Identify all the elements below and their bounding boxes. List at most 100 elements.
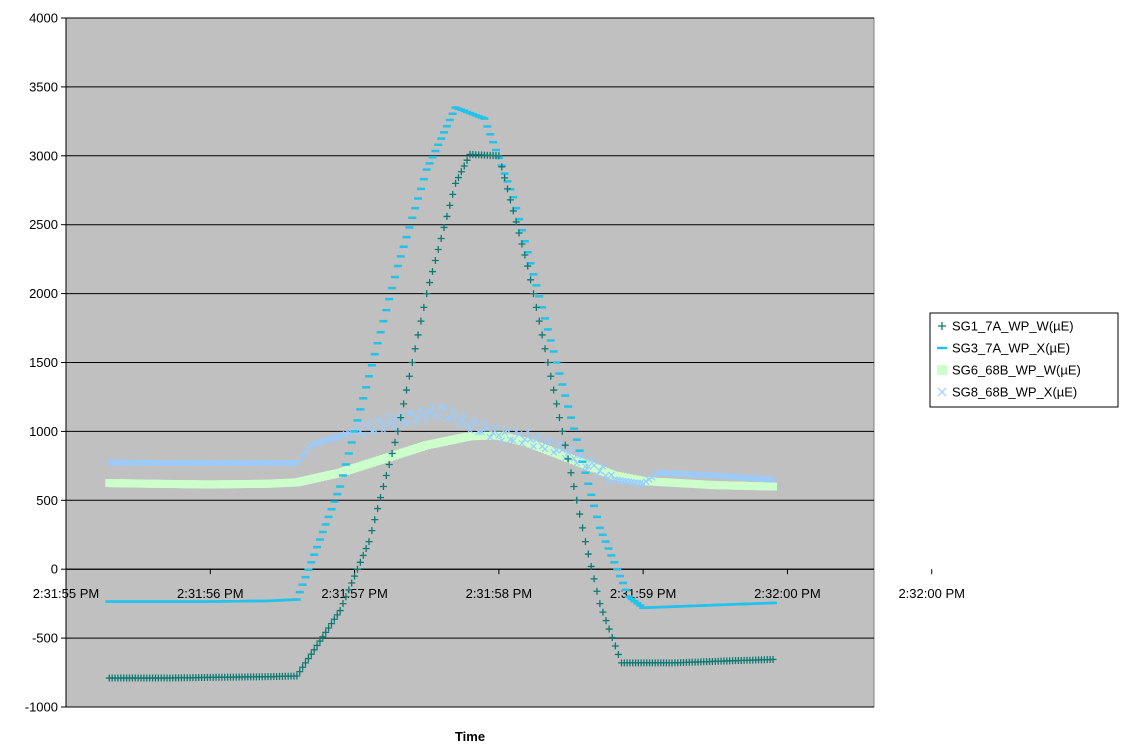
data-point xyxy=(481,420,488,428)
data-point xyxy=(659,469,667,477)
data-point xyxy=(310,646,318,654)
data-point xyxy=(720,472,728,480)
legend-label: SG6_68B_WP_W(µE) xyxy=(952,363,1081,378)
data-point xyxy=(466,426,474,434)
data-point xyxy=(446,201,454,209)
data-point xyxy=(570,483,578,491)
data-point xyxy=(339,600,347,608)
data-point xyxy=(238,459,246,467)
data-point xyxy=(198,459,206,467)
data-point xyxy=(760,475,768,483)
data-point xyxy=(555,414,563,422)
data-point xyxy=(134,459,142,467)
data-point xyxy=(359,551,367,559)
legend-item: SG6_68B_WP_W(µE) xyxy=(937,363,1081,378)
data-point xyxy=(564,455,572,463)
data-point xyxy=(114,459,122,466)
data-point xyxy=(365,538,373,546)
x-tick-label: 2:31:56 PM xyxy=(177,586,244,601)
data-point xyxy=(605,625,613,633)
data-point xyxy=(607,471,615,479)
data-point xyxy=(579,524,587,532)
data-point xyxy=(426,408,434,416)
data-point xyxy=(293,672,301,680)
y-tick-label: 4000 xyxy=(29,11,58,26)
data-point xyxy=(229,459,237,467)
legend-marker xyxy=(938,322,946,330)
data-point xyxy=(454,174,462,182)
data-point xyxy=(388,449,396,457)
data-point xyxy=(302,659,310,667)
data-point xyxy=(423,416,431,424)
data-point xyxy=(377,494,385,502)
data-point xyxy=(105,458,113,466)
data-point xyxy=(431,257,439,265)
y-tick-label: 500 xyxy=(36,493,58,508)
data-point xyxy=(140,459,148,467)
data-point xyxy=(668,470,676,477)
data-point xyxy=(348,579,356,587)
data-point xyxy=(518,240,526,248)
data-point xyxy=(556,439,563,447)
data-point xyxy=(561,441,569,449)
y-tick-label: 2500 xyxy=(29,217,58,232)
data-point xyxy=(584,550,592,558)
data-point xyxy=(178,459,185,467)
data-point xyxy=(322,628,330,636)
data-point xyxy=(281,459,289,467)
y-tick-label: 1500 xyxy=(29,355,58,370)
data-point xyxy=(657,469,664,477)
data-point xyxy=(149,459,156,467)
data-point xyxy=(746,474,754,482)
data-point xyxy=(414,414,422,422)
data-point xyxy=(371,516,379,524)
data-point xyxy=(498,437,506,444)
data-point xyxy=(489,429,497,437)
data-point xyxy=(515,229,523,237)
data-point xyxy=(524,428,532,436)
x-tick-label: 2:31:58 PM xyxy=(466,586,533,601)
data-point xyxy=(368,527,376,535)
data-point xyxy=(700,471,708,479)
data-point xyxy=(449,190,457,198)
data-point xyxy=(183,459,191,467)
legend: SG1_7A_WP_W(µE) SG3_7A_WP_X(µE) SG6_68B_WP… xyxy=(929,312,1119,408)
data-point xyxy=(495,152,503,160)
data-point xyxy=(509,437,517,444)
data-point xyxy=(258,459,266,467)
data-point xyxy=(405,372,413,380)
data-point xyxy=(763,475,771,483)
data-point xyxy=(460,162,468,170)
data-point xyxy=(567,469,575,477)
data-point xyxy=(276,459,283,467)
data-point xyxy=(455,421,462,429)
data-point xyxy=(596,467,604,475)
data-point xyxy=(365,419,373,427)
data-point xyxy=(374,505,382,513)
data-point xyxy=(270,459,278,467)
data-point xyxy=(423,290,431,298)
data-point xyxy=(538,331,546,339)
data-point xyxy=(408,359,416,366)
data-point xyxy=(420,410,428,418)
data-point xyxy=(440,404,448,412)
data-point xyxy=(614,650,622,658)
data-point xyxy=(752,474,760,482)
data-point xyxy=(449,406,457,414)
data-point xyxy=(336,607,344,615)
data-point xyxy=(498,163,506,171)
data-point xyxy=(611,642,619,650)
data-point xyxy=(463,421,471,429)
data-point xyxy=(452,412,459,420)
axes: -1000 -500 0 500 1000 1500 2000 2500 3000 3500 400… xyxy=(25,11,965,715)
data-point xyxy=(680,470,687,478)
data-point xyxy=(478,428,485,436)
legend-label: SG8_68B_WP_X(µE) xyxy=(952,385,1077,400)
data-point xyxy=(518,439,526,447)
data-point xyxy=(172,459,180,467)
data-point xyxy=(743,474,751,482)
data-point xyxy=(440,223,448,231)
data-point xyxy=(189,459,197,467)
data-point xyxy=(313,641,321,649)
